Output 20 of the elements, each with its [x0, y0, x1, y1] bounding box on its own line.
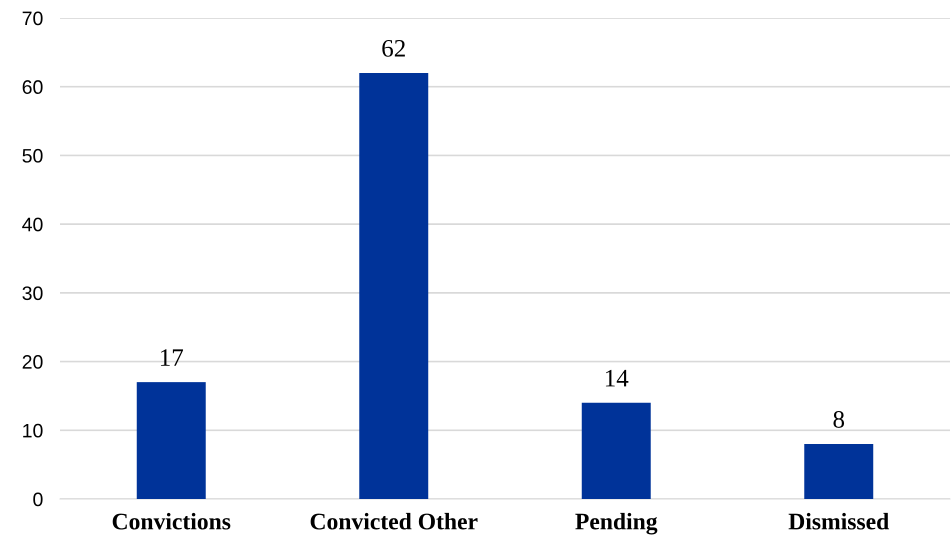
bar [582, 402, 651, 499]
data-label: 62 [382, 40, 405, 57]
y-tick-label: 30 [22, 286, 43, 300]
x-tick-label: Convicted Other [310, 512, 478, 530]
y-tick-label: 60 [22, 80, 43, 94]
y-tick-label: 0 [33, 492, 43, 506]
y-tick-label: 70 [22, 11, 43, 26]
data-label: 17 [160, 349, 184, 366]
y-tick-label: 20 [22, 355, 43, 369]
y-tick-label: 10 [23, 424, 43, 438]
bar [359, 72, 428, 499]
data-label: 14 [606, 370, 628, 386]
y-tick-label: 40 [22, 218, 43, 232]
x-tick-label: Dismissed [788, 512, 889, 530]
x-tick-label: Pending [575, 512, 658, 534]
bar [136, 382, 206, 499]
data-label: 8 [833, 410, 844, 428]
bar [804, 444, 874, 499]
y-tick-label: 50 [22, 148, 43, 163]
x-tick-label: Convictions [112, 512, 230, 530]
